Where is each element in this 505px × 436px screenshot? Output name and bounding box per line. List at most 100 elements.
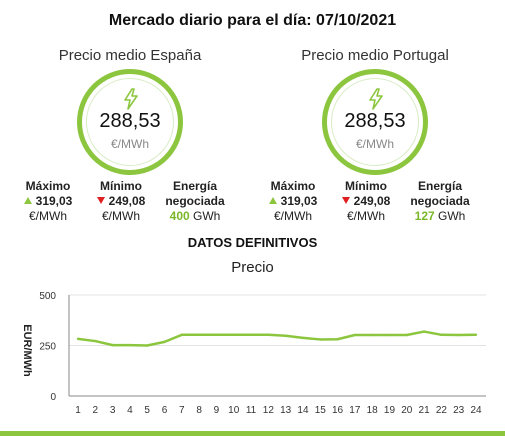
x-tick-label: 21 xyxy=(419,405,431,416)
data-point xyxy=(457,333,460,337)
stat-min-label: Mínimo xyxy=(100,179,142,193)
chart-title: Precio xyxy=(231,259,274,276)
stat-max-value: 319,03 xyxy=(35,194,73,208)
x-tick-label: 24 xyxy=(470,405,482,416)
stat-min-unit: €/MWh xyxy=(346,209,385,223)
stat-max-label: Máximo xyxy=(25,179,71,193)
x-tick-label: 12 xyxy=(263,405,275,416)
stat-min-value: 249,08 xyxy=(108,194,146,208)
data-point xyxy=(163,340,166,344)
x-tick-label: 10 xyxy=(228,405,240,416)
x-tick-label: 18 xyxy=(367,405,379,416)
x-tick-label: 8 xyxy=(196,405,202,416)
x-tick-label: 16 xyxy=(332,405,344,416)
stat-energy-spain: Energía negociada 400 GWh xyxy=(155,179,235,224)
x-tick-label: 1 xyxy=(75,405,81,416)
panel-spain: Precio medio España 288,53 €/MWh Máximo … xyxy=(15,47,245,239)
x-tick-label: 22 xyxy=(436,405,448,416)
data-point xyxy=(353,333,357,337)
price-gauge-portugal: 288,53 €/MWh xyxy=(322,69,428,175)
x-tick-label: 5 xyxy=(144,405,150,416)
stat-energy-unit: GWh xyxy=(193,209,221,223)
data-point xyxy=(301,336,305,340)
data-point xyxy=(474,333,478,336)
stat-max-portugal: Máximo 319,03 €/MWh xyxy=(260,179,326,224)
x-tick-label: 7 xyxy=(179,405,185,416)
x-tick-label: 17 xyxy=(349,405,361,416)
stat-max-unit: €/MWh xyxy=(28,209,67,223)
triangle-down-icon xyxy=(341,197,350,204)
stat-min-label: Mínimo xyxy=(345,179,387,193)
stat-min-value: 249,08 xyxy=(353,194,391,208)
average-price-spain: 288,53 xyxy=(99,110,161,132)
data-point xyxy=(370,333,374,337)
x-tick-label: 23 xyxy=(453,405,465,416)
y-tick-label: 250 xyxy=(39,342,56,353)
stat-energy-label-2: negociada xyxy=(165,194,225,208)
lightning-bolt-icon xyxy=(369,88,383,110)
price-gauge-spain: 288,53 €/MWh xyxy=(77,69,183,175)
data-point xyxy=(215,333,218,336)
stat-min-unit: €/MWh xyxy=(101,209,140,223)
panel-title-portugal: Precio medio Portugal xyxy=(301,47,449,64)
x-tick-label: 4 xyxy=(127,405,133,416)
average-price-unit-spain: €/MWh xyxy=(110,137,149,151)
triangle-down-icon xyxy=(96,197,105,204)
data-point xyxy=(128,343,132,347)
triangle-up-icon xyxy=(23,197,32,204)
y-axis-label: EUR/MWh xyxy=(21,324,33,377)
y-tick-label: 500 xyxy=(39,291,56,302)
data-point xyxy=(319,338,322,341)
lightning-bolt-icon xyxy=(124,88,138,110)
x-tick-label: 11 xyxy=(246,405,257,416)
stat-max-spain: Máximo 319,03 €/MWh xyxy=(15,179,81,224)
stat-max-unit: €/MWh xyxy=(273,209,312,223)
panel-title-spain: Precio medio España xyxy=(58,47,202,64)
y-tick-label: 0 xyxy=(50,392,56,403)
stat-energy-value: 127 xyxy=(414,209,435,223)
stats-portugal: Máximo 319,03 €/MWh Mínimo 249,08 €/MWh … xyxy=(260,179,490,239)
data-point xyxy=(405,333,408,337)
panel-portugal: Precio medio Portugal 288,53 €/MWh Máxim… xyxy=(260,47,490,239)
data-point xyxy=(249,333,253,336)
x-tick-label: 14 xyxy=(297,405,309,416)
stat-energy-label-1: Energía xyxy=(417,179,462,193)
page-title: Mercado diario para el día: 07/10/2021 xyxy=(108,12,397,29)
average-price-portugal: 288,53 xyxy=(344,110,406,132)
stat-min-spain: Mínimo 249,08 €/MWh xyxy=(87,179,155,224)
data-point xyxy=(111,343,114,347)
x-tick-label: 19 xyxy=(384,405,396,416)
stat-energy-label-1: Energía xyxy=(172,179,217,193)
data-point xyxy=(440,333,443,336)
stat-energy-portugal: Energía negociada 127 GWh xyxy=(400,179,480,224)
x-tick-label: 6 xyxy=(162,405,168,416)
data-point xyxy=(267,333,270,336)
data-point xyxy=(388,333,391,337)
x-tick-label: 13 xyxy=(280,405,292,416)
stat-max-label: Máximo xyxy=(270,179,316,193)
data-point xyxy=(180,333,184,336)
data-point xyxy=(76,337,80,341)
x-tick-label: 15 xyxy=(315,405,327,416)
data-point xyxy=(284,334,287,338)
stats-spain: Máximo 319,03 €/MWh Mínimo 249,08 €/MWh … xyxy=(15,179,245,239)
data-point xyxy=(94,339,97,343)
series-line xyxy=(77,330,477,347)
stat-energy-value: 400 xyxy=(169,209,190,223)
data-point xyxy=(146,344,149,347)
x-tick-label: 3 xyxy=(110,405,116,416)
x-tick-label: 20 xyxy=(401,405,413,416)
data-point xyxy=(336,338,339,341)
data-point xyxy=(422,330,426,333)
x-tick-label: 9 xyxy=(214,405,220,416)
x-tick-label: 2 xyxy=(93,405,99,416)
section-title: DATOS DEFINITIVOS xyxy=(187,235,318,250)
triangle-up-icon xyxy=(268,197,277,204)
data-point xyxy=(232,333,235,336)
stat-energy-unit: GWh xyxy=(438,209,466,223)
average-price-unit-portugal: €/MWh xyxy=(355,137,394,151)
stat-min-portugal: Mínimo 249,08 €/MWh xyxy=(332,179,400,224)
stat-max-value: 319,03 xyxy=(280,194,318,208)
bottom-accent-bar xyxy=(0,431,505,436)
